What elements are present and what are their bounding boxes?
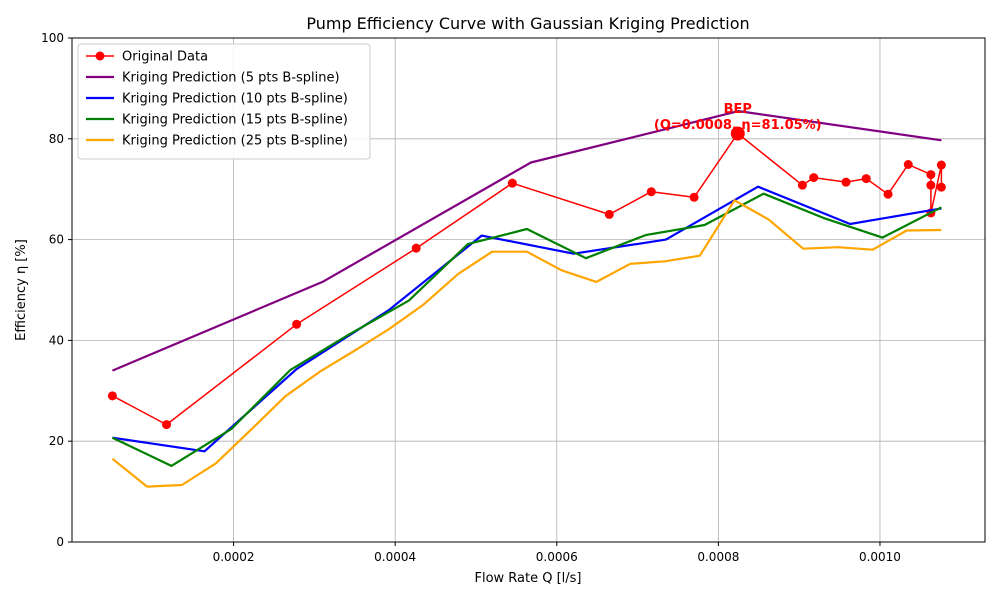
- data-point: [507, 178, 517, 188]
- data-point: [883, 189, 893, 199]
- x-axis-label: Flow Rate Q [l/s]: [474, 571, 581, 586]
- x-tick-label: 0.0008: [697, 550, 739, 564]
- series-line-3: [111, 192, 942, 467]
- x-tick-label: 0.0002: [213, 550, 255, 564]
- y-ticks: 0 20 40 60 80 100: [41, 31, 72, 549]
- series-layer: [107, 109, 946, 488]
- y-tick-label: 60: [49, 233, 64, 247]
- data-point: [926, 180, 936, 190]
- data-point: [292, 319, 302, 329]
- legend-entry: Kriging Prediction (10 pts B-spline): [122, 92, 348, 107]
- data-point: [646, 187, 656, 197]
- series-line-4: [111, 199, 942, 488]
- y-axis-label: Efficiency η [%]: [14, 239, 29, 341]
- bep-label-line1: BEP: [724, 102, 752, 117]
- bep-label-line2: (Q=0.0008, η=81.05%): [654, 118, 822, 133]
- legend-swatch-marker: [95, 51, 105, 61]
- y-tick-label: 20: [49, 434, 64, 448]
- legend-box: [77, 43, 371, 160]
- bep-marker: [730, 126, 745, 141]
- legend-entry: Original Data: [122, 50, 208, 65]
- legend-entry: Kriging Prediction (25 pts B-spline): [122, 134, 348, 149]
- y-tick-label: 80: [49, 132, 64, 146]
- data-point: [107, 391, 117, 401]
- legend-entry: Kriging Prediction (5 pts B-spline): [122, 71, 340, 86]
- bep-layer: BEP(Q=0.0008, η=81.05%): [654, 102, 822, 141]
- data-point: [411, 243, 421, 253]
- series-line-1: [111, 109, 942, 372]
- data-point: [797, 180, 807, 190]
- y-tick-label: 100: [41, 31, 64, 45]
- plot-frame: [71, 37, 986, 543]
- legend-entry: Kriging Prediction (15 pts B-spline): [122, 113, 348, 128]
- data-point: [604, 209, 614, 219]
- y-tick-label: 40: [49, 333, 64, 347]
- data-point: [936, 160, 946, 170]
- data-point: [936, 182, 946, 192]
- x-ticks: 0.0002 0.0004 0.0006 0.0008 0.0010: [213, 542, 901, 564]
- x-tick-label: 0.0010: [859, 550, 901, 564]
- data-point: [162, 420, 172, 430]
- data-point: [809, 173, 819, 183]
- data-point: [689, 192, 699, 202]
- data-point: [903, 160, 913, 170]
- x-tick-label: 0.0006: [536, 550, 578, 564]
- legend: Original Data Kriging Prediction (5 pts B…: [77, 43, 371, 160]
- x-tick-label: 0.0004: [374, 550, 416, 564]
- chart-title: Pump Efficiency Curve with Gaussian Krig…: [306, 14, 749, 33]
- data-point: [861, 174, 871, 184]
- y-tick-label: 0: [56, 535, 64, 549]
- data-point: [926, 170, 936, 180]
- data-point: [841, 177, 851, 187]
